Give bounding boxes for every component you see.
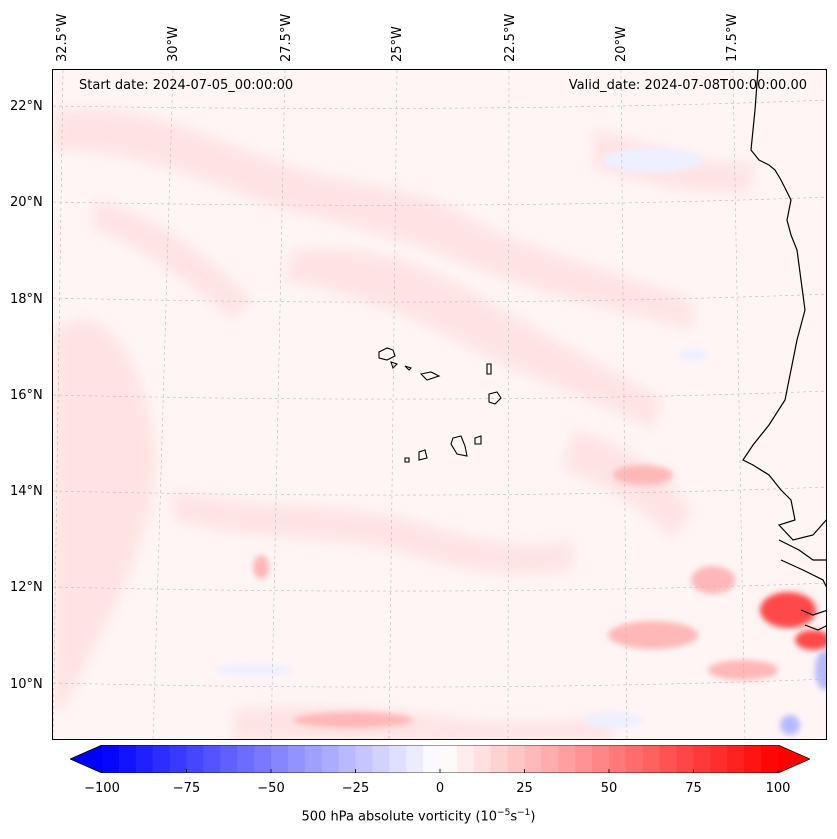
colorbar-segment [575, 745, 593, 773]
latitude-label: 10°N [10, 677, 43, 692]
colorbar-segment [304, 745, 323, 773]
map-panel[interactable] [52, 69, 827, 740]
vorticity-map [53, 70, 826, 739]
colorbar-segment [744, 745, 762, 773]
colorbar-segment [609, 745, 627, 773]
colorbar-segment [456, 745, 475, 773]
colorbar-segment [507, 745, 525, 773]
colorbar-segment [287, 745, 306, 773]
colorbar-segment [541, 745, 559, 773]
colorbar-tick-label: −25 [341, 781, 370, 796]
colorbar-segment [220, 745, 238, 773]
colorbar-tick-label: −75 [172, 781, 201, 796]
colorbar-segment [355, 745, 373, 773]
coastline [742, 70, 826, 631]
colorbar-segment [693, 745, 711, 773]
colorbar-segment [321, 745, 340, 773]
latitude-label: 16°N [10, 388, 43, 403]
colorbar-segment [659, 745, 678, 773]
colorbar-segment [473, 745, 492, 773]
longitude-label: 17.5°W [725, 13, 740, 62]
colorbar [69, 744, 811, 774]
colorbar-segment [203, 745, 221, 773]
colorbar-label-exp2: −1 [517, 808, 531, 818]
colorbar-segment [423, 745, 441, 773]
latitude-label: 12°N [10, 580, 43, 595]
colorbar-segment [440, 745, 458, 773]
colorbar-label-exp1: −5 [497, 808, 511, 818]
valid-date-label: Valid_date: 2024-07-08T00:00:00.00 [568, 78, 807, 93]
colorbar-segment [254, 745, 272, 773]
colorbar-graphic [69, 744, 811, 774]
latitude-label: 14°N [10, 484, 43, 499]
colorbar-segment [135, 745, 154, 773]
colorbar-extend-high [778, 745, 810, 773]
colorbar-segment [186, 745, 204, 773]
longitude-label: 27.5°W [279, 13, 294, 62]
longitude-label: 30°W [166, 26, 181, 62]
latitude-label: 22°N [10, 99, 43, 114]
colorbar-segment [372, 745, 390, 773]
longitude-label: 32.5°W [55, 13, 70, 62]
colorbar-segment [490, 745, 509, 773]
colorbar-label-mid: s [510, 809, 518, 825]
vorticity-field-moderate [253, 465, 778, 728]
colorbar-segment [676, 745, 694, 773]
colorbar-tick-label: 50 [600, 781, 618, 796]
colorbar-label-text: 500 hPa absolute vorticity (10 [301, 809, 498, 825]
colorbar-segment [152, 745, 171, 773]
colorbar-segment [524, 745, 542, 773]
latitude-label: 20°N [10, 195, 43, 210]
colorbar-segment [710, 745, 728, 773]
longitude-label: 22.5°W [503, 13, 518, 62]
colorbar-segment [389, 745, 407, 773]
colorbar-segment [237, 745, 255, 773]
colorbar-segment [727, 745, 745, 773]
colorbar-segment [118, 745, 137, 773]
colorbar-segment [102, 745, 120, 773]
vorticity-field-negative [213, 148, 826, 735]
colorbar-tick-label: −50 [257, 781, 285, 796]
longitude-label: 25°W [390, 26, 405, 62]
start-date-label: Start date: 2024-07-05_00:00:00 [79, 78, 294, 93]
colorbar-tick-label: 75 [685, 781, 702, 796]
colorbar-segment [761, 745, 779, 773]
colorbar-segment [271, 745, 289, 773]
colorbar-extend-low [70, 745, 102, 773]
colorbar-title: 500 hPa absolute vorticity (10−5s−1) [0, 808, 837, 824]
colorbar-segment [558, 745, 576, 773]
vorticity-field-strong [760, 592, 826, 650]
colorbar-tick-label: 25 [516, 781, 533, 796]
colorbar-segment [406, 745, 424, 773]
graticule [53, 70, 826, 739]
latitude-label: 18°N [10, 292, 43, 307]
colorbar-tick-label: −100 [84, 781, 120, 796]
colorbar-tick-label: 100 [765, 781, 791, 796]
colorbar-segment [625, 745, 644, 773]
colorbar-tick-label: 0 [435, 781, 445, 796]
colorbar-segment [642, 745, 661, 773]
colorbar-label-end: ) [530, 809, 536, 825]
colorbar-segment [338, 745, 356, 773]
cape-verde-islands [378, 347, 502, 463]
colorbar-segment [169, 745, 187, 773]
colorbar-segment [592, 745, 610, 773]
longitude-label: 20°W [614, 26, 629, 62]
